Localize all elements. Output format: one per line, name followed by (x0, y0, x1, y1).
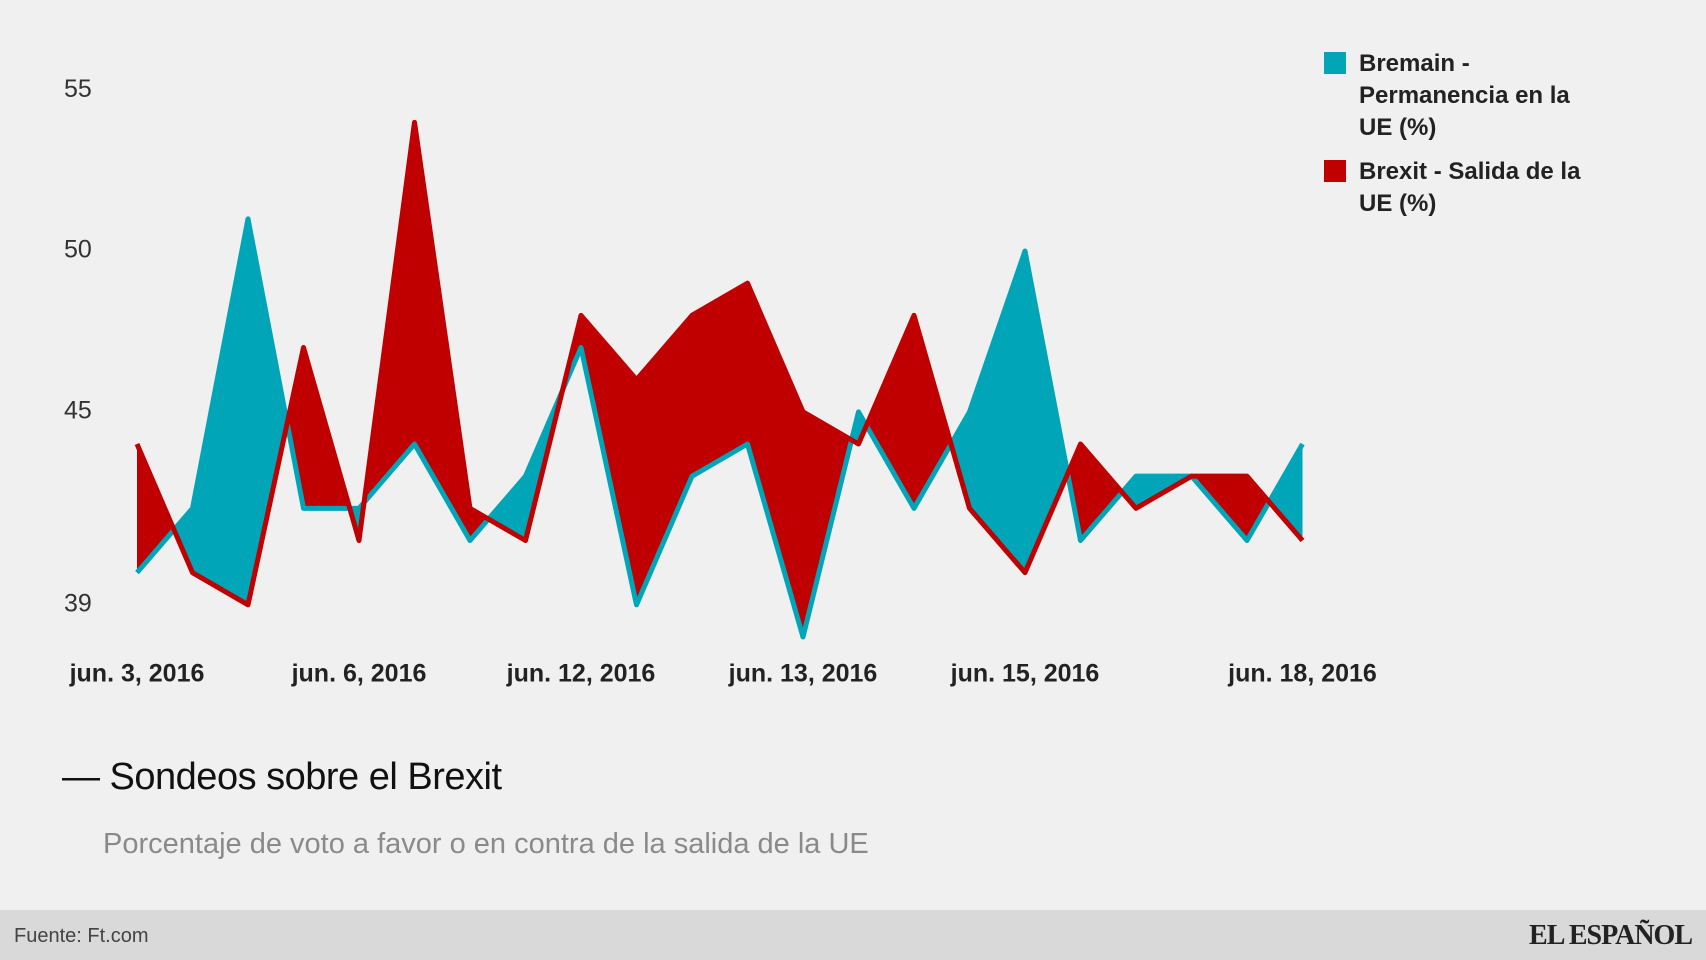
y-tick-label: 55 (64, 75, 92, 103)
chart: 39 45 50 55 jun. 3, 2016 jun. 6, 2016 jun. 12,… (64, 75, 1377, 688)
line (134, 119, 1305, 608)
x-tick-label: jun. 12, 2016 (506, 660, 656, 688)
line (135, 216, 1305, 640)
x-tick-label: jun. 6, 2016 (291, 660, 427, 688)
source: Fuente: Ft.com (14, 925, 149, 947)
chart-title: — Sondeos sobre el Brexit (62, 756, 502, 798)
x-tick-label: jun. 13, 2016 (728, 660, 878, 688)
x-tick-label: jun. 15, 2016 (950, 660, 1100, 688)
y-tick-label: 39 (64, 589, 92, 617)
x-tick-label: jun. 18, 2016 (1227, 660, 1377, 688)
logo: EL ESPAÑOL (1529, 920, 1693, 951)
chart-subtitle: Porcentaje de voto a favor o en contra d… (103, 828, 869, 860)
y-tick-label: 50 (64, 236, 92, 264)
legend-swatch (1324, 52, 1346, 74)
x-tick-label: jun. 3, 2016 (69, 660, 205, 688)
legend-label: Brexit - Salida de la UE (%) (1359, 158, 1581, 217)
footer: Fuente: Ft.com EL ESPAÑOL (0, 910, 1706, 960)
y-tick-label: 45 (64, 396, 92, 424)
legend-label: Bremain - Permanencia en la UE (%) (1359, 50, 1570, 141)
legend-swatch (1324, 160, 1346, 182)
